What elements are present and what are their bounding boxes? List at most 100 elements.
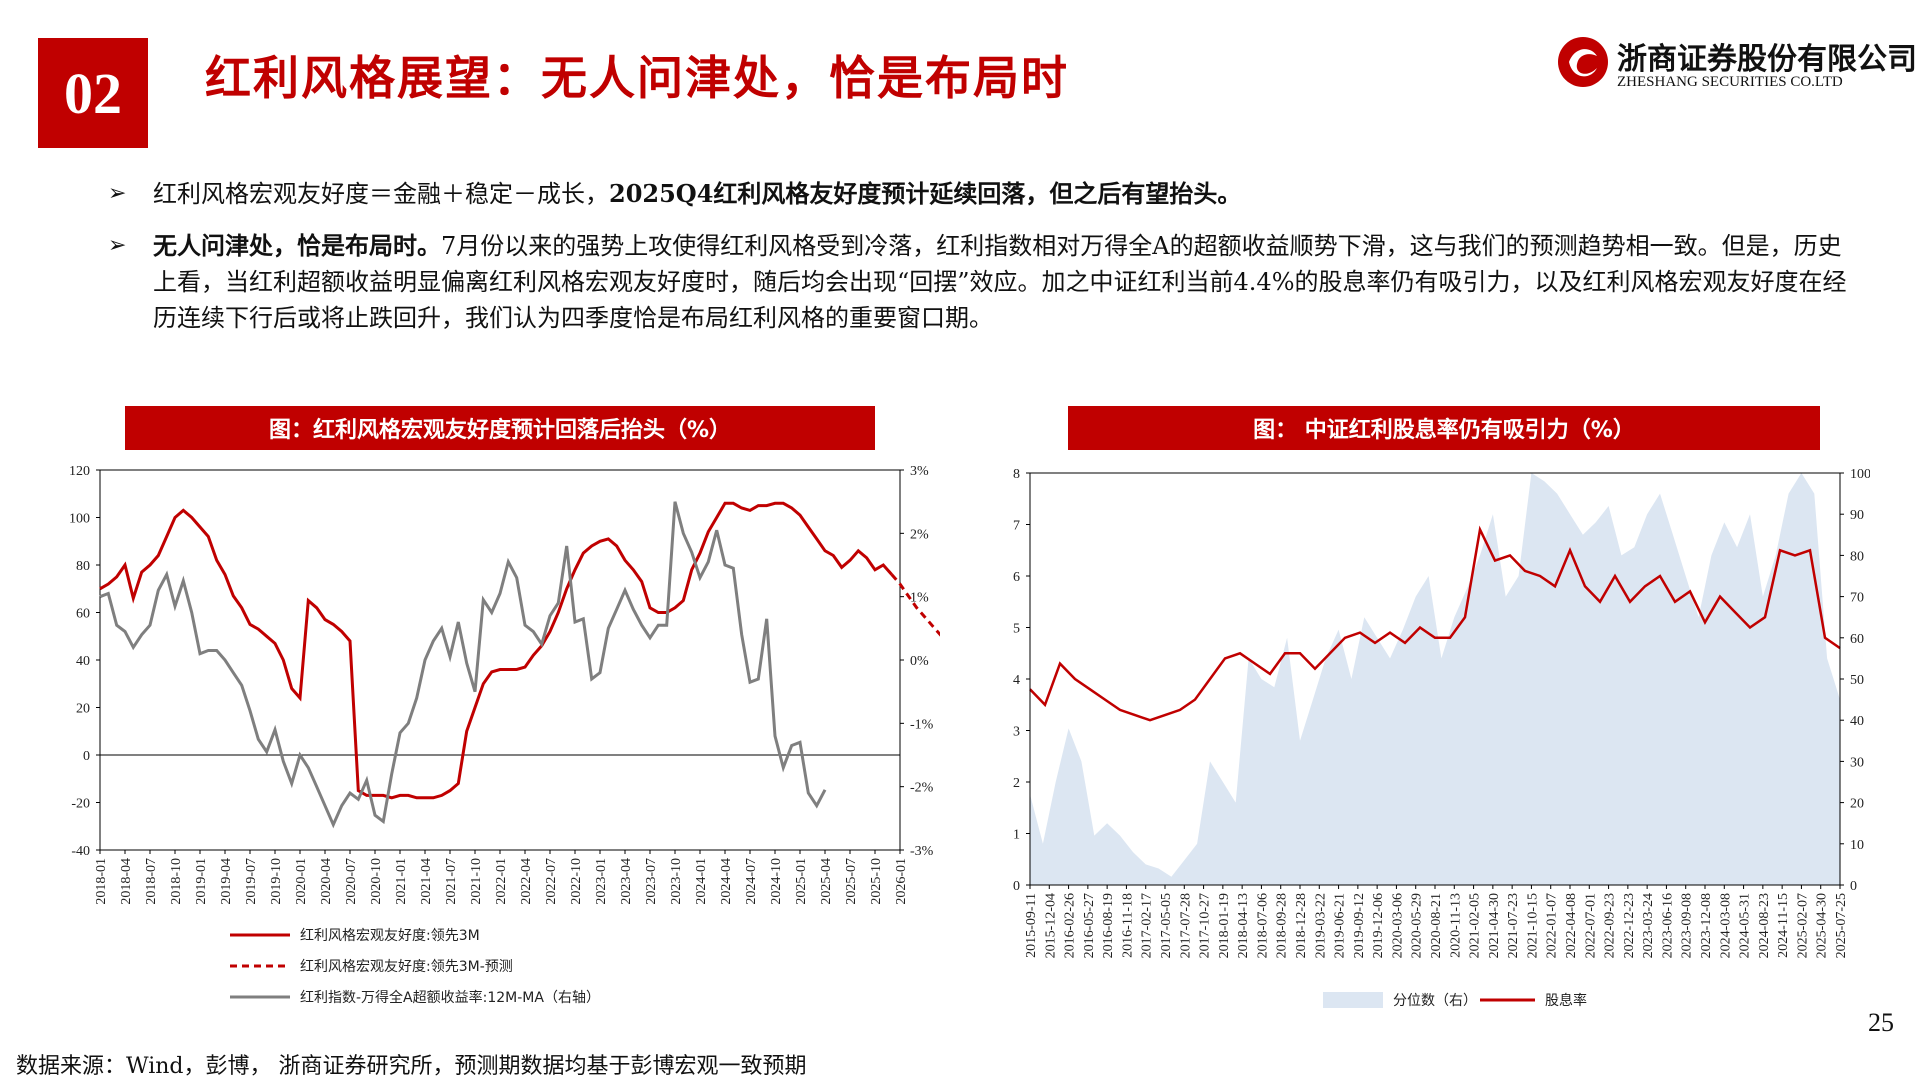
y-left-tick-label: 6 [1013, 570, 1020, 585]
legend-label-0: 分位数（右） [1393, 993, 1477, 1009]
x-tick-label: 2018-10 [169, 858, 184, 905]
y-left-tick-label: 100 [69, 512, 90, 527]
y-right-tick-label: 60 [1850, 632, 1864, 647]
y-left-tick-label: -40 [71, 844, 90, 859]
x-tick-label: 2020-07 [344, 858, 359, 905]
x-tick-label: 2019-09-12 [1352, 893, 1367, 958]
x-tick-label: 2021-10-15 [1525, 893, 1540, 958]
legend-label-1: 股息率 [1545, 992, 1587, 1009]
y-left-tick-label: 2 [1013, 776, 1020, 791]
x-tick-label: 2024-10 [769, 858, 784, 905]
x-tick-label: 2023-12-08 [1699, 893, 1714, 958]
x-tick-label: 2024-01 [694, 858, 709, 905]
y-right-tick-label: 90 [1850, 508, 1864, 523]
x-tick-label: 2021-07 [444, 858, 459, 905]
y-right-tick-label: -2% [910, 781, 934, 796]
x-tick-label: 2015-09-11 [1024, 893, 1039, 958]
plot-frame [99, 469, 901, 851]
x-tick-label: 2024-08-23 [1757, 893, 1772, 958]
logo-emblem-icon [1558, 37, 1608, 87]
y-left-tick-label: 7 [1013, 519, 1020, 534]
page-number: 25 [1868, 1008, 1894, 1037]
x-tick-label: 2022-12-23 [1622, 893, 1637, 958]
x-tick-label: 2025-10 [869, 858, 884, 905]
y-right-tick-label: 30 [1850, 755, 1864, 770]
legend-swatch-0 [1323, 992, 1383, 1008]
x-tick-label: 2017-07-28 [1178, 893, 1193, 958]
x-tick-label: 2021-04-30 [1487, 893, 1502, 958]
x-tick-label: 2019-12-06 [1371, 893, 1386, 958]
y-left-tick-label: 5 [1013, 622, 1020, 637]
x-tick-label: 2020-01 [294, 858, 309, 905]
x-tick-label: 2016-02-26 [1063, 893, 1078, 958]
y-left-tick-label: 60 [76, 607, 90, 622]
x-tick-label: 2024-05-31 [1738, 893, 1753, 958]
x-tick-label: 2025-07-25 [1834, 893, 1849, 958]
x-tick-label: 2016-08-19 [1101, 893, 1116, 958]
y-right-tick-label: -1% [910, 717, 934, 732]
x-tick-label: 2019-01 [194, 858, 209, 905]
bullet-2-bold: 无人问津处，恰是布局时。 [153, 231, 441, 260]
bullet-1-plain: 红利风格宏观友好度＝金融＋稳定－成长， [153, 180, 609, 208]
x-tick-label: 2023-10 [669, 858, 684, 905]
x-tick-label: 2023-06-16 [1660, 893, 1675, 958]
x-tick-label: 2023-07 [644, 858, 659, 905]
y-right-tick-label: 3% [910, 464, 929, 479]
y-right-tick-label: 100 [1850, 467, 1870, 482]
y-left-tick-label: 8 [1013, 467, 1020, 482]
bullet-arrow-icon: ➢ [108, 233, 127, 258]
company-logo: 浙商证券股份有限公司 ZHESHANG SECURITIES CO.LTD [1555, 34, 1917, 94]
x-tick-label: 2020-11-13 [1448, 893, 1463, 958]
legend-label-1: 红利风格宏观友好度:领先3M-预测 [300, 959, 513, 975]
x-tick-label: 2024-03-08 [1718, 893, 1733, 958]
x-tick-label: 2024-04 [719, 858, 734, 905]
left-chart: 120100806040200-20-403%2%1%0%-1%-2%-3%20… [69, 464, 940, 1006]
y-right-tick-label: 70 [1850, 591, 1864, 606]
x-tick-label: 2021-02-05 [1468, 893, 1483, 958]
x-tick-label: 2020-04 [319, 858, 334, 905]
x-tick-label: 2015-12-04 [1043, 893, 1058, 958]
x-tick-label: 2016-05-27 [1082, 893, 1097, 958]
x-tick-label: 2018-12-28 [1294, 893, 1309, 958]
series-area-percentile [1030, 473, 1840, 885]
series-line-dividend-yield [1029, 525, 1841, 722]
x-tick-label: 2019-10 [269, 858, 284, 905]
y-right-tick-label: 20 [1850, 797, 1864, 812]
x-tick-label: 2020-10 [369, 858, 384, 905]
x-tick-label: 2025-07 [844, 858, 859, 905]
x-tick-label: 2022-04 [519, 858, 534, 905]
x-tick-label: 2025-04-30 [1815, 893, 1830, 958]
x-tick-label: 2021-07-23 [1506, 893, 1521, 958]
x-tick-label: 2022-10 [569, 858, 584, 905]
x-tick-label: 2018-07 [144, 858, 159, 905]
x-tick-label: 2026-01 [894, 858, 909, 905]
legend-label-0: 红利风格宏观友好度:领先3M [300, 928, 480, 944]
y-right-tick-label: 1% [910, 591, 929, 606]
x-tick-label: 2018-04 [119, 858, 134, 905]
x-tick-label: 2025-02-07 [1795, 893, 1810, 958]
legend-label-2: 红利指数-万得全A超额收益率:12M-MA（右轴） [300, 989, 600, 1006]
y-left-tick-label: 120 [69, 464, 90, 479]
x-tick-label: 2020-08-21 [1429, 893, 1444, 958]
x-tick-label: 2017-05-05 [1159, 893, 1174, 958]
y-right-tick-label: 0 [1850, 879, 1857, 894]
x-tick-label: 2022-04-08 [1564, 893, 1579, 958]
y-right-tick-label: 10 [1850, 838, 1864, 853]
right-chart-title: 图： 中证红利股息率仍有吸引力（%） [1068, 406, 1820, 450]
series-line-1 [890, 573, 940, 637]
x-tick-label: 2021-10 [469, 858, 484, 905]
y-right-tick-label: 40 [1850, 714, 1864, 729]
logo-company-name: 浙商证券股份有限公司 [1617, 42, 1917, 77]
bullet-1-bold: 2025Q4红利风格友好度预计延续回落，但之后有望抬头。 [609, 179, 1242, 208]
x-tick-label: 2018-01-19 [1217, 893, 1232, 958]
x-tick-label: 2022-07-01 [1583, 893, 1598, 958]
x-tick-label: 2021-04 [419, 858, 434, 905]
x-tick-label: 2025-01 [794, 858, 809, 905]
y-right-tick-label: 50 [1850, 673, 1864, 688]
x-tick-label: 2017-10-27 [1198, 893, 1213, 958]
y-left-tick-label: 0 [83, 749, 90, 764]
page-title: 红利风格展望：无人问津处，恰是布局时 [205, 51, 1069, 105]
x-tick-label: 2024-07 [744, 858, 759, 905]
x-tick-label: 2023-09-08 [1680, 893, 1695, 958]
y-right-tick-label: 80 [1850, 549, 1864, 564]
